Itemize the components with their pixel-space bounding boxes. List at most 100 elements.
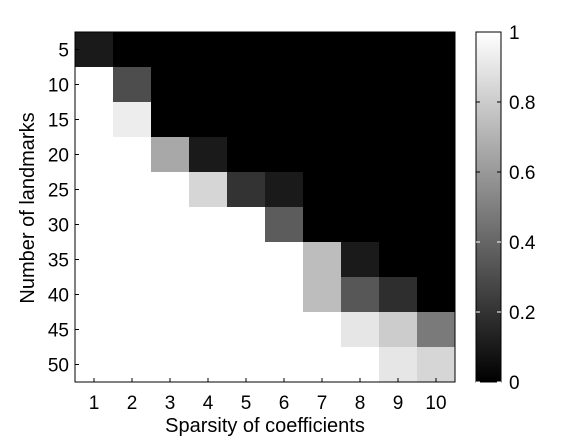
- heatmap-cell-r30-c2: [113, 207, 152, 243]
- heatmap-cell-r5-c1: [75, 32, 114, 68]
- heatmap-cell-r40-c10: [417, 277, 456, 313]
- y-tick-label-20: 20: [48, 146, 69, 167]
- colorbar-tick-label-0.6: 0.6: [509, 163, 535, 184]
- x-axis-title: Sparsity of coefficients: [165, 415, 365, 437]
- heatmap-cell-r45-c9: [379, 312, 418, 348]
- heatmap-cell-r45-c1: [75, 312, 114, 348]
- heatmap-cell-r20-c3: [151, 137, 190, 173]
- heatmap-cell-r15-c1: [75, 102, 114, 138]
- heatmap-cell-r15-c2: [113, 102, 152, 138]
- colorbar-tick-label-0.2: 0.2: [509, 303, 535, 324]
- heatmap-cell-r50-c8: [341, 347, 380, 383]
- heatmap-cell-r45-c6: [265, 312, 304, 348]
- heatmap-cell-r5-c9: [379, 32, 418, 68]
- heatmap-cell-r25-c3: [151, 172, 190, 208]
- x-tick-label-5: 5: [241, 393, 252, 414]
- y-axis-title: Number of landmarks: [17, 112, 39, 303]
- heatmap-cell-r10-c6: [265, 67, 304, 103]
- colorbar-ticks: 0 0.2 0.4 0.6 0.8 1: [476, 23, 536, 394]
- heatmap-cell-r35-c3: [151, 242, 190, 278]
- heatmap-cell-r10-c8: [341, 67, 380, 103]
- heatmap-cell-r5-c5: [227, 32, 266, 68]
- heatmap-cell-r25-c7: [303, 172, 342, 208]
- heatmap-cell-r35-c7: [303, 242, 342, 278]
- heatmap-cell-r10-c2: [113, 67, 152, 103]
- heatmap-cell-r20-c10: [417, 137, 456, 173]
- heatmap-cell-r15-c3: [151, 102, 190, 138]
- heatmap-cell-r25-c1: [75, 172, 114, 208]
- colorbar-tick-label-0: 0: [509, 373, 520, 394]
- heatmap-cell-r5-c3: [151, 32, 190, 68]
- x-tick-label-6: 6: [279, 393, 290, 414]
- heatmap-cell-r20-c1: [75, 137, 114, 173]
- heatmap-cell-r25-c10: [417, 172, 456, 208]
- colorbar-tick-label-0.8: 0.8: [509, 93, 535, 114]
- heatmap-cell-r15-c9: [379, 102, 418, 138]
- heatmap-cell-r30-c3: [151, 207, 190, 243]
- heatmap-cell-r45-c5: [227, 312, 266, 348]
- heatmap-cell-r25-c4: [189, 172, 228, 208]
- heatmap-cell-r45-c2: [113, 312, 152, 348]
- heatmap-cell-r20-c2: [113, 137, 152, 173]
- x-tick-label-10: 10: [425, 393, 446, 414]
- heatmap-cell-r40-c7: [303, 277, 342, 313]
- heatmap-cell-r15-c6: [265, 102, 304, 138]
- plot-frame: [74, 31, 456, 383]
- y-tick-labels: 5 10 15 20 25 30 35 40 45 50: [48, 41, 79, 377]
- heatmap-cell-r45-c8: [341, 312, 380, 348]
- heatmap-cell-r30-c9: [379, 207, 418, 243]
- heatmap-cell-r35-c6: [265, 242, 304, 278]
- heatmap-cells: [75, 32, 456, 383]
- heatmap-cell-r40-c6: [265, 277, 304, 313]
- y-tick-label-25: 25: [48, 181, 69, 202]
- heatmap-cell-r30-c5: [227, 207, 266, 243]
- heatmap-cell-r15-c10: [417, 102, 456, 138]
- heatmap-cell-r5-c4: [189, 32, 228, 68]
- heatmap-cell-r5-c7: [303, 32, 342, 68]
- heatmap-cell-r5-c6: [265, 32, 304, 68]
- y-tick-label-5: 5: [58, 41, 69, 62]
- heatmap-cell-r50-c2: [113, 347, 152, 383]
- y-tick-label-40: 40: [48, 286, 69, 307]
- heatmap-cell-r20-c8: [341, 137, 380, 173]
- heatmap-cell-r15-c4: [189, 102, 228, 138]
- heatmap-cell-r45-c7: [303, 312, 342, 348]
- y-tick-label-30: 30: [48, 216, 69, 237]
- heatmap-cell-r15-c7: [303, 102, 342, 138]
- heatmap-cell-r40-c8: [341, 277, 380, 313]
- heatmap-cell-r35-c10: [417, 242, 456, 278]
- heatmap-cell-r35-c1: [75, 242, 114, 278]
- heatmap-cell-r5-c10: [417, 32, 456, 68]
- heatmap-cell-r50-c4: [189, 347, 228, 383]
- heatmap-cell-r20-c9: [379, 137, 418, 173]
- y-tick-label-15: 15: [48, 111, 69, 132]
- heatmap-cell-r20-c4: [189, 137, 228, 173]
- heatmap-cell-r20-c7: [303, 137, 342, 173]
- heatmap-cell-r40-c3: [151, 277, 190, 313]
- heatmap-cell-r30-c10: [417, 207, 456, 243]
- heatmap-cell-r25-c2: [113, 172, 152, 208]
- heatmap-cell-r50-c9: [379, 347, 418, 383]
- heatmap-cell-r50-c10: [417, 347, 456, 383]
- heatmap-cell-r40-c2: [113, 277, 152, 313]
- heatmap-cell-r20-c5: [227, 137, 266, 173]
- x-tick-label-4: 4: [203, 393, 214, 414]
- x-tick-labels: 1 2 3 4 5 6 7 8 9 10: [89, 378, 447, 414]
- y-tick-label-10: 10: [48, 76, 69, 97]
- heatmap-cell-r40-c1: [75, 277, 114, 313]
- heatmap-cell-r50-c5: [227, 347, 266, 383]
- heatmap-cell-r40-c9: [379, 277, 418, 313]
- heatmap-cell-r45-c10: [417, 312, 456, 348]
- x-tick-label-9: 9: [393, 393, 404, 414]
- heatmap-cell-r35-c2: [113, 242, 152, 278]
- heatmap-cell-r25-c5: [227, 172, 266, 208]
- heatmap-cell-r5-c8: [341, 32, 380, 68]
- heatmap-cell-r10-c1: [75, 67, 114, 103]
- heatmap-cell-r50-c3: [151, 347, 190, 383]
- heatmap-cell-r10-c9: [379, 67, 418, 103]
- heatmap-cell-r40-c4: [189, 277, 228, 313]
- x-tick-label-3: 3: [165, 393, 176, 414]
- heatmap-cell-r35-c9: [379, 242, 418, 278]
- heatmap-cell-r30-c7: [303, 207, 342, 243]
